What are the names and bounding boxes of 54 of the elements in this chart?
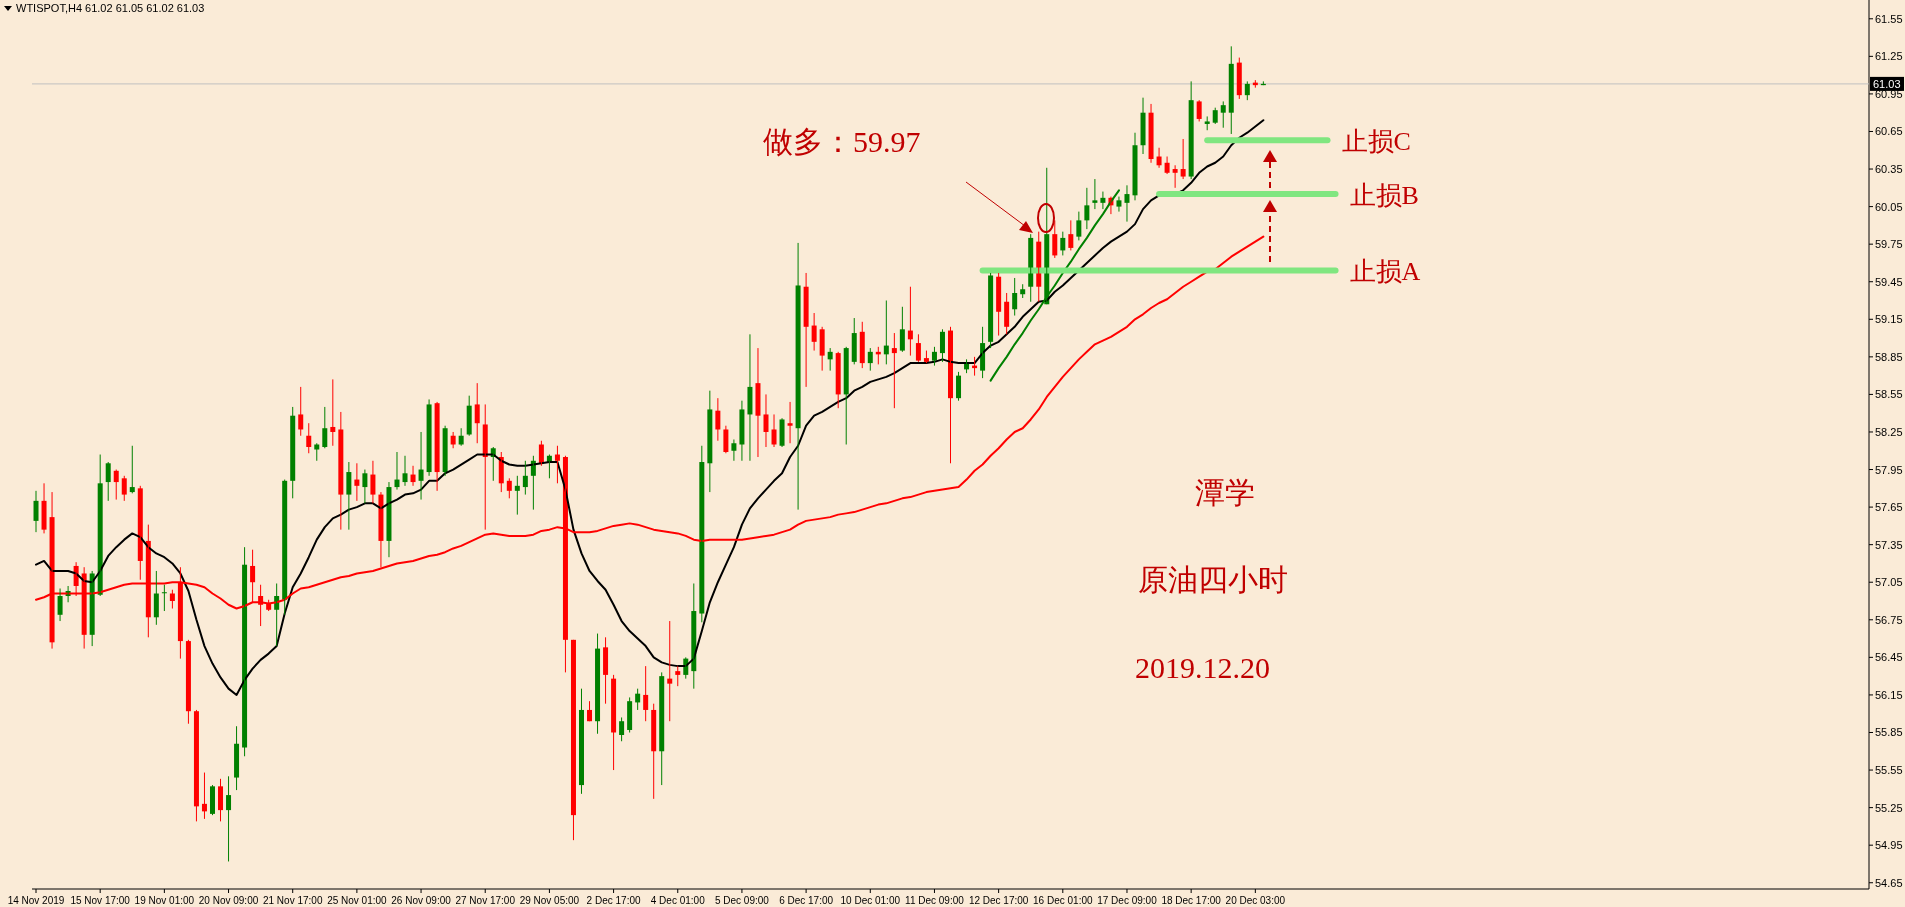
- y-tick-label: 59.15: [1875, 313, 1903, 326]
- y-tick-label: 60.95: [1875, 87, 1903, 100]
- y-tick-label: 60.35: [1875, 163, 1903, 176]
- annotation: 潭学: [1195, 476, 1255, 509]
- y-tick-label: 58.85: [1875, 350, 1903, 363]
- x-tick-label: 2 Dec 17:00: [586, 895, 641, 906]
- x-tick-label: 26 Nov 09:00: [391, 895, 452, 906]
- x-tick-label: 14 Nov 2019: [7, 895, 65, 906]
- x-tick-label: 5 Dec 09:00: [714, 895, 770, 906]
- y-tick-label: 57.35: [1875, 538, 1903, 551]
- y-tick-label: 56.15: [1875, 688, 1903, 701]
- y-tick-label: 54.65: [1875, 876, 1903, 889]
- series-label: 止损A: [1349, 257, 1421, 287]
- annotation: 原油四小时: [1138, 563, 1288, 596]
- x-tick-label: 19 Nov 01:00: [134, 895, 195, 906]
- x-tick-label: 20 Dec 03:00: [1225, 895, 1286, 906]
- y-tick-label: 57.95: [1875, 463, 1903, 476]
- ref-line-label: 61.03: [1873, 77, 1901, 90]
- x-tick-label: 20 Nov 09:00: [198, 895, 259, 906]
- y-tick-label: 61.55: [1875, 12, 1903, 25]
- x-tick-label: 10 Dec 01:00: [840, 895, 901, 906]
- x-tick-label: 21 Nov 17:00: [262, 895, 323, 906]
- annotation: 做多：59.97: [763, 125, 921, 158]
- y-tick-label: 60.65: [1875, 125, 1903, 138]
- y-tick-label: 58.25: [1875, 425, 1903, 438]
- x-tick-label: 27 Nov 17:00: [455, 895, 516, 906]
- y-tick-label: 60.05: [1875, 200, 1903, 213]
- x-tick-label: 18 Dec 17:00: [1161, 895, 1222, 906]
- y-tick-label: 59.75: [1875, 238, 1903, 251]
- y-tick-label: 61.25: [1875, 50, 1903, 63]
- y-tick-label: 59.45: [1875, 275, 1903, 288]
- x-tick-label: 15 Nov 17:00: [70, 895, 131, 906]
- series-label: 止损B: [1349, 181, 1419, 211]
- x-tick-label: 11 Dec 09:00: [905, 895, 965, 906]
- chart-title: WTISPOT,H4 61.02 61.05 61.02 61.03: [16, 2, 205, 14]
- y-tick-label: 55.55: [1875, 764, 1903, 777]
- x-tick-label: 12 Dec 17:00: [968, 895, 1029, 906]
- x-tick-label: 29 Nov 05:00: [519, 895, 580, 906]
- x-tick-label: 4 Dec 01:00: [650, 895, 706, 906]
- y-tick-label: 57.05: [1875, 576, 1903, 589]
- y-tick-label: 56.45: [1875, 651, 1903, 664]
- series-label: 止损C: [1341, 127, 1411, 157]
- y-tick-label: 56.75: [1875, 613, 1903, 626]
- y-tick-label: 54.95: [1875, 839, 1903, 852]
- annotation: 2019.12.20: [1135, 651, 1270, 684]
- x-tick-label: 17 Dec 09:00: [1097, 895, 1158, 906]
- x-tick-label: 6 Dec 17:00: [779, 895, 834, 906]
- x-tick-label: 16 Dec 01:00: [1033, 895, 1093, 906]
- x-tick-label: 25 Nov 01:00: [327, 895, 388, 906]
- y-tick-label: 57.65: [1875, 501, 1903, 514]
- y-tick-label: 58.55: [1875, 388, 1903, 401]
- y-tick-label: 55.25: [1875, 801, 1903, 814]
- candlestick: [1204, 115, 1210, 131]
- y-tick-label: 55.85: [1875, 726, 1903, 739]
